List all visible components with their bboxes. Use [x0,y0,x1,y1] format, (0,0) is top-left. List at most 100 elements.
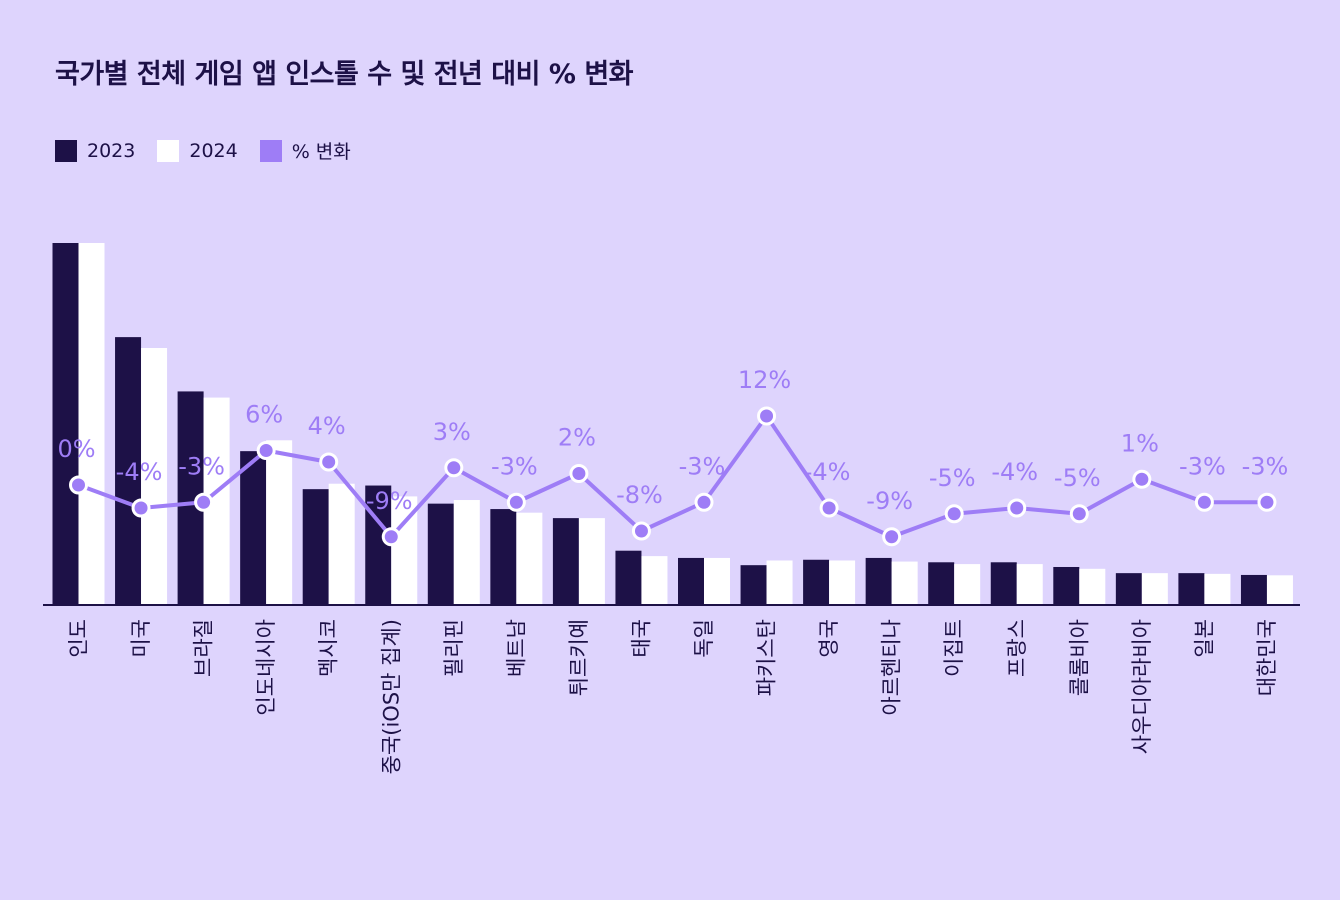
pct-label-중국-iOS만-집계: -9% [366,487,413,515]
bar-2024-베트남[interactable] [516,512,543,605]
category-label-사우디아라비아: 사우디아라비아 [1130,619,1154,754]
pct-label-인도네시아: 6% [245,401,283,429]
pct-point-튀르키예[interactable] [569,464,589,483]
pct-point-사우디아라비아[interactable] [1132,469,1152,489]
legend-item-pct-change[interactable]: % 변화 [259,137,351,164]
bar-2023-일본[interactable] [1178,573,1205,605]
pct-label-이집트: -5% [929,464,976,492]
pct-point-미국[interactable] [131,498,151,518]
bar-2024-대한민국[interactable] [1266,575,1293,605]
category-label-필리핀: 필리핀 [442,619,466,677]
pct-point-일본[interactable] [1194,492,1214,512]
bar-2024-프랑스[interactable] [1016,564,1043,605]
bar-2024-멕시코[interactable] [328,483,355,605]
bar-2024-콜롬비아[interactable] [1079,568,1106,605]
bar-2023-사우디아라비아[interactable] [1115,573,1142,605]
pct-point-필리핀[interactable] [444,458,464,478]
bar-2024-영국[interactable] [829,560,856,605]
bar-2024-인도네시아[interactable] [266,440,293,605]
bar-2024-인도[interactable] [78,243,105,605]
bar-2023-필리핀[interactable] [427,503,454,605]
pct-label-멕시코: 4% [308,412,346,440]
pct-point-중국-iOS만-집계[interactable] [381,527,401,547]
pct-label-파키스탄: 12% [738,366,791,394]
category-label-인도네시아: 인도네시아 [254,619,278,716]
pct-label-영국: -4% [804,458,851,486]
pct-point-태국[interactable] [631,521,651,541]
category-label-중국-iOS만-집계: 중국(iOS만 집계) [379,619,403,774]
category-label-독일: 독일 [692,619,716,658]
bar-2024-이집트[interactable] [954,564,981,605]
bar-2023-파키스탄[interactable] [740,565,767,605]
pct-point-파키스탄[interactable] [757,406,777,426]
pct-point-콜롬비아[interactable] [1069,504,1089,524]
category-label-이집트: 이집트 [942,619,966,677]
bar-2024-미국[interactable] [141,347,168,605]
pct-label-필리핀: 3% [433,418,471,446]
pct-point-인도네시아[interactable] [256,441,276,460]
category-label-튀르키예: 튀르키예 [567,619,591,696]
pct-point-베트남[interactable] [506,492,526,512]
bar-2024-사우디아라비아[interactable] [1141,573,1168,605]
legend-item-2024[interactable]: 2024 [157,139,238,162]
pct-point-이집트[interactable] [944,504,964,524]
category-label-베트남: 베트남 [504,619,528,677]
pct-point-독일[interactable] [694,492,714,512]
pct-label-사우디아라비아: 1% [1121,429,1159,457]
bar-2023-영국[interactable] [803,559,830,605]
pct-label-대한민국: -3% [1242,452,1289,480]
pct-point-영국[interactable] [819,498,839,518]
bar-2023-태국[interactable] [615,550,642,605]
bar-2024-파키스탄[interactable] [766,560,793,605]
pct-label-베트남: -3% [491,452,538,480]
pct-point-프랑스[interactable] [1007,498,1027,518]
pct-label-독일: -3% [679,452,726,480]
pct-point-멕시코[interactable] [319,452,339,472]
bar-2023-튀르키예[interactable] [552,518,579,605]
bars-group [52,243,1293,605]
bar-2024-필리핀[interactable] [453,500,480,605]
category-label-영국: 영국 [817,619,841,658]
pct-point-대한민국[interactable] [1257,492,1277,512]
pct-label-프랑스: -4% [991,458,1038,486]
pct-change-line [77,414,1267,539]
pct-label-아르헨티나: -9% [866,487,913,515]
chart-title: 국가별 전체 게임 앱 인스톨 수 및 전년 대비 % 변화 [55,59,634,90]
pct-label-미국: -4% [116,458,163,486]
bar-2024-독일[interactable] [704,557,730,605]
category-label-아르헨티나: 아르헨티나 [880,619,904,716]
bar-2023-아르헨티나[interactable] [865,557,892,605]
labels-group: 0% -4% -3% 6% 4% -9% 3% -3% 2% -8% -3% 12% -4% -9% -5%… [57,366,1288,515]
category-label-파키스탄: 파키스탄 [755,619,779,696]
bar-2023-중국-iOS만-집계[interactable] [365,485,392,605]
pct-label-일본: -3% [1179,452,1226,480]
legend-label-pct-change: % 변화 [291,141,351,163]
category-label-일본: 일본 [1192,619,1216,658]
bar-2024-태국[interactable] [641,556,668,605]
bar-2023-인도네시아[interactable] [240,451,267,605]
pct-label-태국: -8% [616,481,663,509]
bar-2024-아르헨티나[interactable] [891,561,918,605]
bar-2024-튀르키예[interactable] [578,518,605,605]
pct-point-아르헨티나[interactable] [882,527,902,547]
legend: 2023 2024 % 변화 [55,137,373,164]
bar-2023-콜롬비아[interactable] [1053,566,1080,605]
bar-2023-이집트[interactable] [928,562,955,605]
bar-2024-일본[interactable] [1204,573,1231,605]
bar-2023-인도[interactable] [52,243,79,605]
legend-item-2023[interactable]: 2023 [55,139,135,162]
category-label-멕시코: 멕시코 [317,619,341,677]
bar-2023-독일[interactable] [678,557,704,605]
category-label-브라질: 브라질 [192,619,216,677]
legend-swatch-2024 [157,139,180,162]
bar-2023-대한민국[interactable] [1240,574,1267,605]
category-label-콜롬비아: 콜롬비아 [1067,619,1091,696]
pct-point-인도[interactable] [69,475,88,495]
bar-2023-베트남[interactable] [490,509,517,605]
category-label-미국: 미국 [129,619,153,658]
bar-2023-멕시코[interactable] [302,489,329,605]
category-label-태국: 태국 [629,619,653,658]
pct-point-브라질[interactable] [194,492,214,512]
bar-2023-미국[interactable] [115,337,142,605]
bar-2023-프랑스[interactable] [990,562,1017,605]
